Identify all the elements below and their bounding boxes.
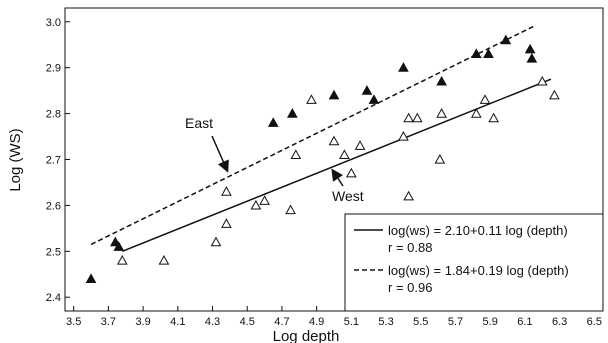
west-point	[346, 167, 357, 178]
east-point	[524, 43, 536, 54]
west-point	[403, 190, 414, 201]
east-annotation-label: East	[185, 115, 213, 131]
west-point	[339, 149, 350, 160]
y-tick-label: 2.5	[46, 246, 61, 258]
west-point	[436, 108, 447, 118]
legend-dashed-label: log(ws) = 1.84+0.19 log (depth)	[388, 263, 569, 278]
y-tick-label: 3.0	[46, 17, 61, 29]
y-tick-label: 2.4	[46, 292, 61, 304]
data-points	[85, 34, 560, 283]
x-tick-label: 4.3	[205, 316, 220, 328]
east-point	[267, 117, 279, 127]
west-point	[210, 236, 222, 247]
west-point	[488, 112, 500, 123]
x-tick-label: 4.7	[274, 316, 289, 328]
west-point	[398, 131, 409, 141]
x-tick-label: 6.3	[552, 316, 567, 328]
east-point	[361, 85, 373, 95]
x-tick-label: 4.9	[309, 316, 324, 328]
x-tick-label: 5.3	[378, 316, 393, 328]
legend-dashed-r: r = 0.96	[388, 280, 432, 295]
east-point	[500, 34, 512, 45]
west-point	[354, 140, 366, 150]
x-axis-label: Log depth	[273, 328, 340, 343]
east-annotation-arrow	[211, 135, 229, 173]
x-tick-label: 3.7	[101, 316, 116, 328]
west-point	[328, 135, 340, 146]
y-tick-label: 2.6	[46, 200, 61, 212]
x-tick-label: 6.1	[517, 316, 532, 328]
east-point	[368, 94, 380, 104]
west-point	[434, 153, 446, 164]
west-point	[221, 186, 232, 196]
west-point	[470, 108, 482, 118]
legend: log(ws) = 2.10+0.11 log (depth) r = 0.88…	[344, 213, 604, 312]
west-annotation-arrow	[331, 168, 344, 187]
annotations: East West	[185, 115, 364, 204]
east-point	[113, 241, 125, 251]
legend-solid-r: r = 0.88	[388, 240, 432, 255]
east-point	[526, 52, 538, 63]
west-point	[221, 218, 232, 228]
fit-lines	[90, 25, 552, 253]
west-point	[250, 199, 262, 210]
east-point	[470, 48, 482, 59]
x-tick-label: 5.9	[483, 316, 498, 328]
east-point	[483, 48, 494, 59]
west-point	[158, 254, 170, 265]
east-point	[398, 62, 409, 72]
solid-regression-line	[121, 78, 552, 253]
west-annotation-label: West	[332, 188, 364, 204]
east-point	[85, 273, 97, 283]
y-tick-label: 2.9	[46, 63, 61, 75]
east-point	[328, 89, 340, 100]
x-tick-label: 4.5	[240, 316, 255, 328]
x-tick-label: 5.1	[344, 316, 359, 328]
y-axis-label: Log (WS)	[7, 128, 24, 191]
west-point	[285, 204, 296, 215]
west-point	[549, 89, 560, 100]
x-tick-label: 6.5	[587, 316, 602, 328]
y-tick-label: 2.7	[46, 155, 61, 167]
west-point	[290, 149, 302, 160]
x-tick-label: 3.9	[135, 316, 150, 328]
x-tick-label: 4.1	[170, 316, 185, 328]
x-tick-label: 5.7	[448, 316, 463, 328]
west-point	[116, 254, 128, 265]
west-point	[411, 112, 423, 123]
east-point	[436, 75, 447, 86]
west-point	[259, 195, 270, 205]
west-point	[479, 94, 491, 104]
east-point	[286, 108, 298, 118]
dashed-regression-line	[90, 25, 534, 246]
west-point	[536, 75, 548, 86]
x-tick-label: 5.5	[413, 316, 428, 328]
legend-solid-label: log(ws) = 2.10+0.11 log (depth)	[388, 223, 568, 238]
x-tick-label: 3.5	[66, 316, 81, 328]
legend-box	[344, 213, 604, 312]
y-tick-label: 2.8	[46, 109, 61, 121]
west-point	[306, 94, 317, 104]
west-point	[403, 112, 414, 123]
